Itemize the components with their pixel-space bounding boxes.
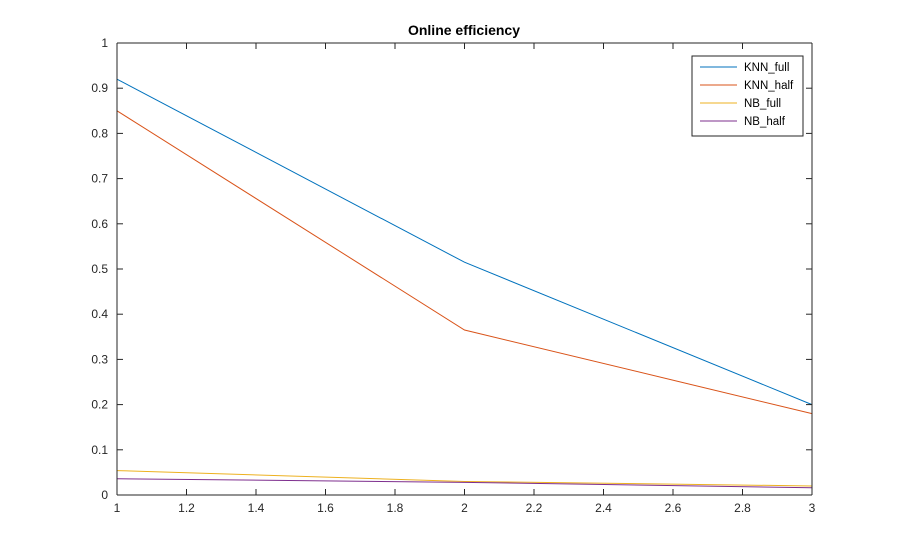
y-tick-label: 0.4 — [91, 307, 108, 321]
x-tick-label: 1.4 — [248, 501, 265, 515]
series-layer — [116, 78, 813, 489]
x-tick-label: 1.6 — [317, 501, 334, 515]
x-tick-label: 2.2 — [526, 501, 543, 515]
legend-label: NB_half — [744, 116, 786, 128]
x-tick-label: 3 — [809, 501, 816, 515]
legend-label: KNN_full — [744, 62, 789, 74]
y-tick-label: 0.7 — [91, 172, 108, 186]
x-tick-label: 2.4 — [595, 501, 612, 515]
series-line-knn-full — [116, 78, 813, 406]
x-tick-label: 1.8 — [387, 501, 404, 515]
legend-label: KNN_half — [744, 80, 794, 92]
x-tick-label: 2.8 — [734, 501, 751, 515]
y-tick-label: 1 — [101, 36, 108, 50]
y-tick-label: 0.3 — [91, 352, 108, 366]
legend: KNN_full KNN_half NB_full NB_half — [691, 55, 804, 137]
x-axis-ticks: 1 1.2 1.4 1.6 1.8 2 2.2 2.4 2.6 2.8 3 — [114, 43, 816, 515]
series-line-nb-half — [116, 478, 813, 489]
y-tick-label: 0 — [101, 488, 108, 502]
x-tick-label: 2 — [461, 501, 468, 515]
chart-title: Online efficiency — [408, 22, 520, 38]
y-tick-label: 0.1 — [91, 443, 108, 457]
legend-label: NB_full — [744, 98, 781, 110]
series-line-nb-full — [116, 470, 813, 487]
x-tick-label: 1.2 — [178, 501, 195, 515]
x-tick-label: 2.6 — [665, 501, 682, 515]
y-tick-label: 0.8 — [91, 126, 108, 140]
y-tick-label: 0.6 — [91, 217, 108, 231]
y-axis-ticks: 0 0.1 0.2 0.3 0.4 0.5 0.6 0.7 0.8 0.9 1 — [91, 36, 812, 502]
y-tick-label: 0.9 — [91, 81, 108, 95]
legend-box — [691, 55, 804, 137]
y-tick-label: 0.2 — [91, 398, 108, 412]
series-line-knn-half — [116, 110, 813, 415]
x-tick-label: 1 — [114, 501, 121, 515]
y-tick-label: 0.5 — [91, 262, 108, 276]
